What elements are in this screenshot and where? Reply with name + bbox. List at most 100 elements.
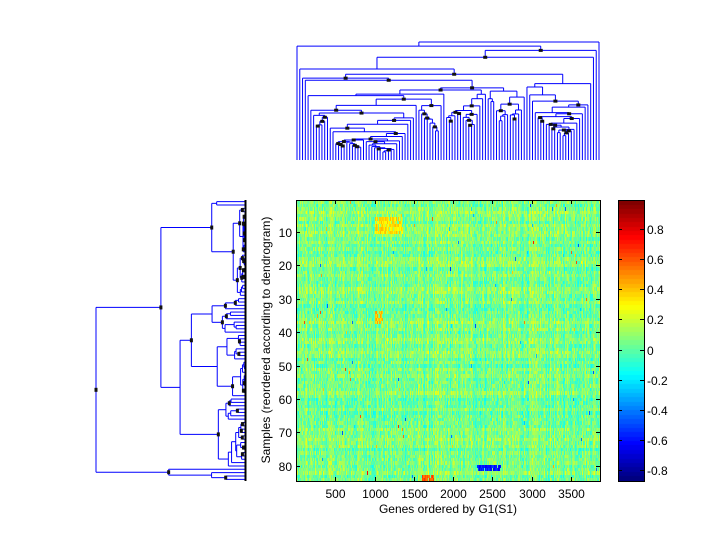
dendrogram-node-marker [235, 408, 239, 413]
y-tick-label: 50 [278, 359, 292, 374]
colorbar-tick-label: -0.2 [647, 373, 668, 388]
dendrogram-node-marker [231, 384, 235, 389]
dendrogram-node-marker [540, 119, 545, 123]
dendrogram-node-marker [448, 119, 453, 123]
dendrogram-node-marker [386, 78, 391, 82]
dendrogram-node-marker [241, 221, 245, 226]
dendrogram-node-marker [359, 111, 364, 115]
x-axis-label: Genes ordered by G1(S1) [378, 502, 518, 516]
x-tick-label: 1000 [362, 487, 389, 501]
y-tick-label: 40 [278, 325, 292, 340]
dendrogram-node-marker [453, 110, 458, 114]
dendrogram-node-marker [368, 137, 373, 141]
colorbar-tick-label: -0.4 [647, 403, 668, 418]
x-tick-label: 1500 [401, 487, 428, 501]
dendrogram-node-marker [167, 470, 171, 475]
colorbar-tick-label: 0.8 [647, 222, 664, 237]
dendrogram-node-marker [553, 123, 558, 127]
dendrogram-node-marker [320, 119, 325, 123]
dendrogram-node-marker [322, 115, 327, 119]
colorbar-tick-label: -0.6 [647, 433, 668, 448]
dendrogram-node-marker [242, 238, 246, 243]
dendrogram-node-marker [551, 127, 556, 131]
dendrogram-node-marker [241, 247, 245, 252]
x-tick-label: 500 [325, 487, 346, 501]
dendrogram-node-marker [231, 249, 235, 254]
dendrogram-node-marker [469, 104, 474, 108]
dendrogram-node-marker [507, 102, 512, 106]
heatmap-cells [296, 200, 600, 481]
dendrogram-node-marker [429, 104, 434, 108]
dendrogram-node-marker [576, 103, 581, 107]
dendrogram-node-marker [235, 278, 239, 283]
dendrogram-node-marker [241, 388, 245, 393]
dendrogram-node-marker [470, 86, 475, 90]
dendrogram-node-marker [240, 256, 244, 261]
dendrogram-node-marker [224, 475, 228, 480]
dendrogram-node-marker [512, 117, 517, 121]
dendrogram-node-marker [351, 138, 356, 142]
dendrogram-node-marker [393, 131, 398, 135]
dendrogram-node-marker [241, 445, 245, 450]
dendrogram-node-marker [376, 147, 381, 151]
dendrogram-node-marker [238, 221, 242, 226]
dendrogram-node-marker [336, 142, 341, 146]
colorbar-tick-label: 0.4 [647, 282, 664, 297]
dendrogram-node-marker [240, 422, 244, 427]
colorbar-tick-label: 0.2 [647, 312, 664, 327]
dendrogram-node-marker [159, 305, 163, 310]
dendrogram-node-marker [567, 112, 572, 116]
dendrogram-node-marker [425, 116, 430, 120]
x-tick-label: 2500 [479, 487, 506, 501]
colorbar-frame [618, 200, 645, 482]
y-axis-label: Samples (reordered according to dendrogr… [259, 216, 273, 464]
dendrogram-node-marker [241, 268, 245, 273]
dendrogram-node-marker [355, 145, 360, 149]
dendrogram-node-marker [452, 72, 457, 76]
dendrogram-node-marker [373, 140, 378, 144]
dendrogram-node-marker [242, 259, 246, 264]
dendrogram-node-marker [238, 265, 242, 270]
dendrogram-node-marker [242, 381, 246, 386]
dendrogram-node-marker [553, 99, 558, 103]
dendrogram-node-marker [538, 48, 543, 52]
dendrogram-node-marker [498, 109, 503, 113]
dendrogram-node-marker [237, 351, 241, 356]
dendrogram-node-marker [239, 428, 243, 433]
dendrogram-node-marker [469, 112, 474, 116]
dendrogram-node-marker [338, 143, 343, 147]
dendrogram-node-marker [315, 124, 320, 128]
dendrogram-node-marker [242, 214, 246, 219]
y-tick-label: 20 [278, 258, 292, 273]
dendrogram-node-marker [189, 338, 193, 343]
dendrogram-node-marker [422, 112, 427, 116]
x-tick-label: 3000 [519, 487, 546, 501]
dendrogram-node-marker [401, 97, 406, 101]
dendrogram-node-marker [483, 55, 488, 59]
y-tick-label: 70 [278, 425, 292, 440]
dendrogram-node-marker [94, 387, 98, 392]
dendrogram-node-marker [340, 144, 345, 148]
dendrogram-node-marker [566, 129, 571, 133]
dendrogram-node-marker [432, 125, 437, 129]
dendrogram-node-marker [237, 339, 241, 344]
dendrogram-node-marker [334, 108, 339, 112]
x-tick-label: 2000 [440, 487, 467, 501]
y-tick-label: 30 [278, 292, 292, 307]
y-tick-label: 80 [278, 459, 292, 474]
dendrogram-node-marker [392, 118, 397, 122]
dendrogram-node-marker [343, 76, 348, 80]
dendrogram-node-marker [345, 126, 350, 130]
y-tick-label: 10 [278, 225, 292, 240]
dendrogram-node-marker [564, 131, 569, 135]
dendrogram-node-marker [386, 148, 391, 152]
colorbar-tick-label: -0.8 [647, 463, 668, 478]
dendrogram-node-marker [216, 432, 220, 437]
dendrogram-node-marker [468, 123, 473, 127]
dendrogram-node-marker [352, 143, 357, 147]
dendrogram-node-marker [223, 303, 227, 308]
dendrogram-node-marker [233, 300, 237, 305]
dendrogram-node-marker [224, 314, 228, 319]
dendrogram-node-marker [341, 140, 346, 144]
